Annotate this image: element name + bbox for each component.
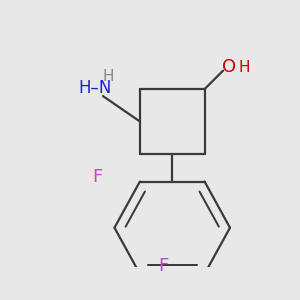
Text: F: F: [158, 257, 168, 275]
Text: H: H: [103, 69, 115, 84]
Text: H–N: H–N: [78, 79, 112, 97]
Text: O: O: [222, 58, 236, 76]
Text: H: H: [238, 60, 250, 75]
Text: F: F: [92, 168, 102, 186]
